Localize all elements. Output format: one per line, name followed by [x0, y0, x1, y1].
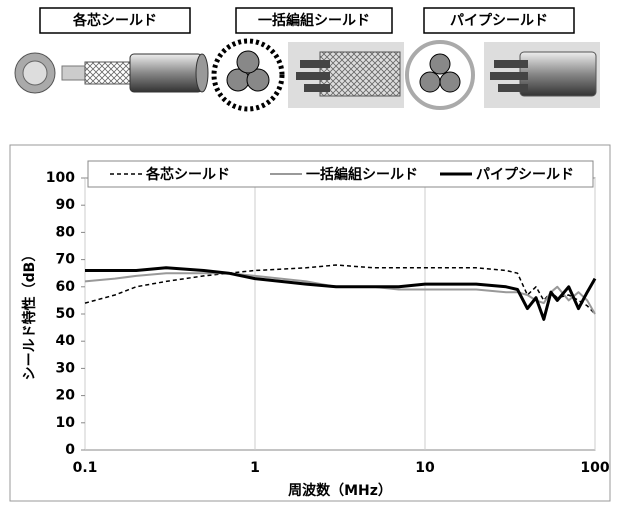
core	[296, 72, 330, 80]
pipe	[520, 52, 596, 96]
legend-label: 各芯シールド	[145, 166, 230, 183]
cable-label: 一括編組シールド	[258, 12, 370, 29]
y-tick-label: 80	[56, 224, 76, 240]
plot-area	[85, 178, 595, 450]
cross-section	[407, 42, 473, 108]
cable-label: 各芯シールド	[72, 12, 157, 29]
page: {"cable_types":["各芯シールド","一括編組シールド","パイプ…	[0, 0, 620, 506]
illustrations: 各芯シールド 一括編組シールド パイプシールド	[15, 8, 600, 109]
conductor	[23, 61, 47, 85]
core	[430, 54, 450, 74]
legend-label: 一括編組シールド	[306, 166, 418, 183]
y-tick-label: 100	[46, 170, 75, 186]
core	[494, 60, 528, 68]
core	[300, 60, 330, 68]
y-axis-label: シールド特性（dB）	[21, 248, 38, 381]
y-tick-label: 10	[56, 415, 76, 431]
core	[440, 72, 460, 92]
figure: 各芯シールド 一括編組シールド パイプシールド 周波数（MHz） シールド特性（…	[0, 0, 620, 506]
core	[420, 72, 440, 92]
y-tick-label: 30	[56, 360, 76, 376]
core	[490, 72, 528, 80]
x-axis-label: 周波数（MHz）	[288, 482, 392, 499]
jacket	[130, 54, 202, 92]
core	[498, 84, 528, 92]
x-tick-label: 100	[580, 460, 609, 476]
y-tick-label: 60	[56, 279, 76, 295]
legend-label: パイプシールド	[476, 167, 574, 183]
x-tick-label: 10	[415, 460, 435, 476]
y-tick-label: 70	[56, 252, 76, 268]
x-tick-label: 0.1	[73, 460, 98, 476]
y-tick-label: 50	[56, 306, 76, 322]
core	[304, 84, 330, 92]
braid	[85, 62, 130, 84]
wire	[62, 66, 85, 80]
x-tick-label: 1	[250, 460, 260, 476]
y-tick-label: 90	[56, 197, 76, 213]
braid	[320, 52, 400, 96]
y-tick-label: 40	[56, 333, 76, 349]
y-tick-label: 0	[65, 442, 75, 458]
jacket-end	[196, 54, 208, 92]
cable-label: パイプシールド	[450, 13, 548, 29]
core	[237, 51, 259, 73]
y-tick-label: 20	[56, 388, 76, 404]
